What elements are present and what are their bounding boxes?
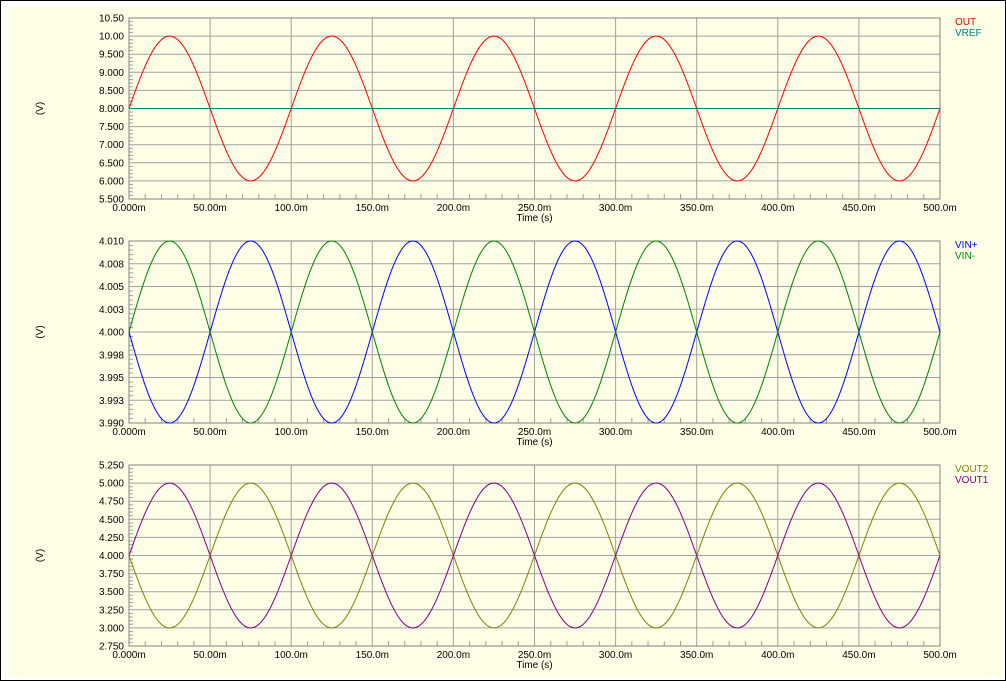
x-tick-label: 300.0m: [599, 427, 632, 438]
x-tick-label: 450.0m: [842, 203, 875, 214]
x-tick-label: 0.000m: [112, 650, 145, 661]
x-tick-label: 300.0m: [599, 650, 632, 661]
legend-entry-vout2: VOUT2: [955, 464, 989, 475]
x-tick-label: 400.0m: [761, 203, 794, 214]
y-tick-label: 3.500: [99, 587, 124, 598]
y-tick-label: 3.995: [99, 373, 124, 384]
x-tick-label: 500.0m: [923, 427, 956, 438]
x-tick-label: 300.0m: [599, 203, 632, 214]
x-tick-label: 400.0m: [761, 427, 794, 438]
x-tick-label: 250.0m: [518, 203, 551, 214]
legend-entry-vin: VIN-: [955, 251, 975, 262]
y-tick-label: 10.00: [99, 32, 124, 43]
y-tick-label: 2.750: [99, 642, 124, 653]
y-tick-label: 7.500: [99, 122, 124, 133]
y-tick-label: 4.750: [99, 497, 124, 508]
x-tick-label: 350.0m: [680, 650, 713, 661]
x-axis-label: Time (s): [516, 437, 552, 448]
y-axis-label: (V): [35, 325, 46, 338]
y-tick-label: 4.003: [99, 305, 124, 316]
x-tick-label: 50.00m: [193, 650, 226, 661]
y-tick-label: 3.998: [99, 350, 124, 361]
x-tick-label: 200.0m: [437, 203, 470, 214]
plot-panel: [8, 7, 1002, 677]
legend-entry-vref: VREF: [955, 28, 982, 39]
y-axis-label: (V): [35, 102, 46, 115]
x-tick-label: 100.0m: [275, 650, 308, 661]
y-tick-label: 6.500: [99, 158, 124, 169]
y-tick-label: 4.000: [99, 328, 124, 339]
legend-entry-vout1: VOUT1: [955, 475, 989, 486]
y-tick-label: 10.50: [99, 14, 124, 25]
y-tick-label: 9.500: [99, 50, 124, 61]
x-tick-label: 0.000m: [112, 203, 145, 214]
y-tick-label: 8.000: [99, 104, 124, 115]
x-tick-label: 150.0m: [356, 427, 389, 438]
legend-entry-vin: VIN+: [955, 240, 978, 251]
x-tick-label: 350.0m: [680, 203, 713, 214]
x-tick-label: 450.0m: [842, 427, 875, 438]
x-tick-label: 500.0m: [923, 203, 956, 214]
series-line-vout1: [128, 482, 941, 629]
x-tick-label: 100.0m: [275, 203, 308, 214]
x-tick-label: 250.0m: [518, 427, 551, 438]
x-tick-label: 150.0m: [356, 203, 389, 214]
x-tick-label: 50.00m: [193, 203, 226, 214]
x-axis-label: Time (s): [516, 213, 552, 224]
y-tick-label: 4.500: [99, 515, 124, 526]
x-tick-label: 200.0m: [437, 427, 470, 438]
y-tick-label: 3.000: [99, 623, 124, 634]
y-tick-label: 4.000: [99, 551, 124, 562]
x-tick-label: 50.00m: [193, 427, 226, 438]
x-tick-label: 400.0m: [761, 650, 794, 661]
y-axis-label: (V): [35, 549, 46, 562]
series-line-vin: [128, 240, 941, 424]
y-tick-label: 4.008: [99, 259, 124, 270]
x-tick-label: 150.0m: [356, 650, 389, 661]
y-tick-label: 5.000: [99, 479, 124, 490]
y-tick-label: 5.500: [99, 195, 124, 206]
y-tick-label: 5.250: [99, 461, 124, 472]
x-tick-label: 100.0m: [275, 427, 308, 438]
x-tick-label: 0.000m: [112, 427, 145, 438]
legend-entry-out: OUT: [955, 17, 976, 28]
y-tick-label: 8.500: [99, 86, 124, 97]
y-tick-label: 4.005: [99, 282, 124, 293]
y-tick-label: 3.750: [99, 569, 124, 580]
x-tick-label: 200.0m: [437, 650, 470, 661]
y-tick-label: 9.000: [99, 68, 124, 79]
x-tick-label: 500.0m: [923, 650, 956, 661]
x-tick-label: 350.0m: [680, 427, 713, 438]
x-axis-label: Time (s): [516, 660, 552, 671]
y-tick-label: 3.993: [99, 396, 124, 407]
y-tick-label: 7.000: [99, 140, 124, 151]
y-tick-label: 4.010: [99, 237, 124, 248]
y-tick-label: 3.990: [99, 419, 124, 430]
y-tick-label: 6.000: [99, 176, 124, 187]
x-tick-label: 450.0m: [842, 650, 875, 661]
x-tick-label: 250.0m: [518, 650, 551, 661]
y-tick-label: 4.250: [99, 533, 124, 544]
y-tick-label: 3.250: [99, 605, 124, 616]
